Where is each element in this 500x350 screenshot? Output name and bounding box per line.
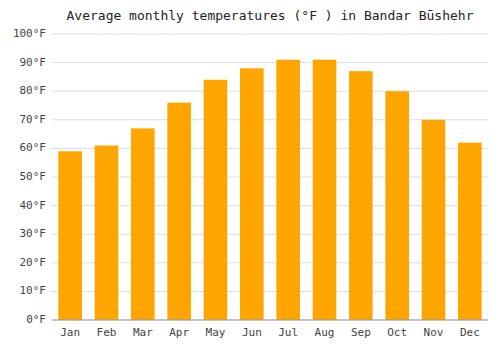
x-tick-label: Feb <box>97 326 117 339</box>
x-tick-label: Jul <box>278 326 298 339</box>
chart-container: Average monthly temperatures (°F ) in Ba… <box>0 0 500 350</box>
bar <box>313 60 337 320</box>
bar <box>385 91 409 320</box>
x-tick-label: Nov <box>424 326 444 339</box>
x-tick-label: Aug <box>315 326 335 339</box>
y-axis: 0°F 10°F 20°F 30°F 40°F 50°F 60°F 70°F 80°F 90°F 1… <box>13 27 488 326</box>
bar <box>167 103 191 320</box>
y-tick-label: 10°F <box>20 284 47 297</box>
bar <box>422 120 446 320</box>
bar <box>131 128 155 320</box>
bar <box>458 143 482 320</box>
x-tick-label: Mar <box>133 326 153 339</box>
bar <box>95 146 119 320</box>
y-tick-label: 30°F <box>20 227 47 240</box>
y-tick-label: 40°F <box>20 199 47 212</box>
chart: Average monthly temperatures (°F ) in Ba… <box>0 0 500 350</box>
x-tick-label: Apr <box>169 326 189 339</box>
x-axis: Jan Feb Mar Apr May Jun Jul Aug Sep Oct Nov Dec <box>60 326 480 339</box>
grid-line <box>52 34 488 35</box>
y-tick-label: 0°F <box>26 313 46 326</box>
title: Average monthly temperatures (°F ) in Ba… <box>67 8 474 23</box>
x-tick-label: Oct <box>387 326 407 339</box>
y-tick-label: 90°F <box>20 56 47 69</box>
grid-line <box>52 320 488 321</box>
x-tick-label: May <box>206 326 226 339</box>
bar <box>204 80 228 320</box>
y-tick-label: 70°F <box>20 113 47 126</box>
y-tick-label: 50°F <box>20 170 47 183</box>
bar <box>58 151 82 320</box>
y-tick-label: 20°F <box>20 256 47 269</box>
bar <box>240 68 264 320</box>
y-tick-label: 60°F <box>20 141 47 154</box>
grid-line <box>52 91 488 92</box>
x-tick-label: Sep <box>351 326 371 339</box>
bar <box>349 71 373 320</box>
x-tick-label: Jun <box>242 326 262 339</box>
grid-line <box>52 62 488 63</box>
y-tick-label: 80°F <box>20 84 47 97</box>
bar <box>276 60 300 320</box>
x-tick-label: Jan <box>60 326 80 339</box>
x-axis-line <box>52 320 488 321</box>
x-tick-label: Dec <box>460 326 480 339</box>
y-tick-label: 100°F <box>13 27 46 40</box>
bars <box>58 60 481 320</box>
